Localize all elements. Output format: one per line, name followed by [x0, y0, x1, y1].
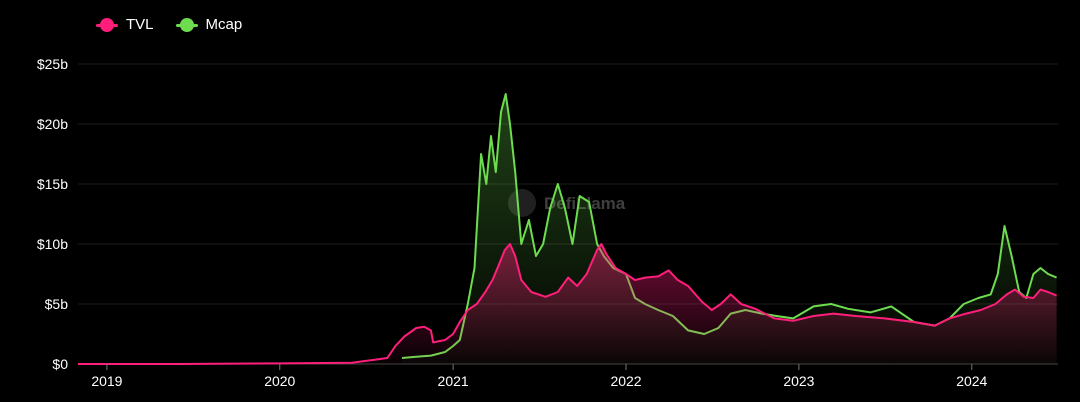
legend-item-tvl[interactable]: TVL [96, 16, 154, 33]
x-tick-label: 2024 [956, 373, 987, 389]
y-tick-label: $15b [37, 176, 68, 192]
tvl-area [78, 244, 1057, 364]
legend: TVL Mcap [96, 16, 242, 33]
y-tick-label: $5b [45, 296, 69, 312]
y-tick-label: $20b [37, 116, 68, 132]
x-tick-label: 2021 [438, 373, 469, 389]
x-tick-label: 2022 [610, 373, 641, 389]
legend-label-mcap: Mcap [205, 16, 243, 33]
y-tick-label: $0 [52, 356, 68, 372]
y-tick-label: $25b [37, 56, 68, 72]
y-tick-label: $10b [37, 236, 68, 252]
mcap-legend-marker-icon [175, 17, 198, 32]
x-tick-label: 2023 [783, 373, 814, 389]
x-tick-label: 2020 [264, 373, 295, 389]
legend-label-tvl: TVL [126, 16, 154, 33]
legend-item-mcap[interactable]: Mcap [175, 16, 243, 33]
tvl-legend-marker-icon [96, 17, 118, 32]
tvl-line [78, 243, 1057, 365]
x-tick-label: 2019 [91, 373, 122, 389]
